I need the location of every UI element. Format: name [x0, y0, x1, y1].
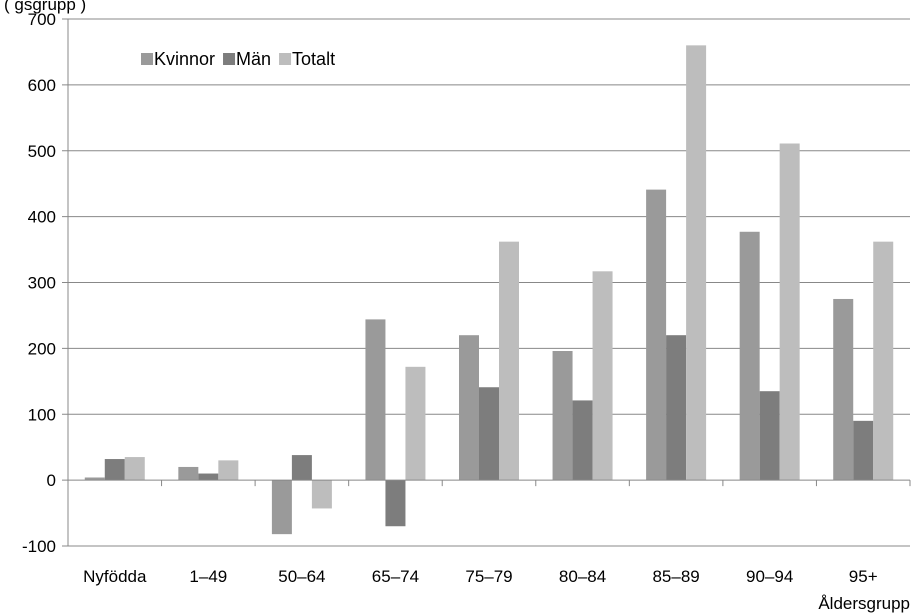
y-tick-label: -100 — [22, 537, 56, 556]
bar-män — [479, 387, 499, 481]
y-tick-label: 500 — [28, 142, 56, 161]
bar-kvinnor — [178, 466, 199, 481]
y-axis-tick-labels: -100 0 100 200 300 400 500 600 700 — [22, 10, 56, 556]
bar-totalt — [592, 271, 613, 481]
bar-totalt — [124, 457, 145, 481]
y-tick-label: 100 — [28, 405, 56, 424]
bar-män — [759, 391, 780, 481]
x-tick-label: 75–79 — [465, 567, 512, 586]
legend-swatch — [223, 53, 236, 65]
x-tick-label: 1–49 — [189, 567, 227, 586]
legend-swatch — [279, 53, 292, 65]
bar-totalt — [873, 241, 894, 481]
bar-totalt — [779, 143, 800, 481]
bar-män — [198, 473, 219, 481]
bar-kvinnor — [552, 351, 573, 481]
y-tick-label: 0 — [47, 471, 56, 490]
bar-kvinnor — [459, 335, 479, 481]
legend-swatch — [141, 53, 153, 65]
top-note: ( gsgrupp ) — [4, 0, 86, 14]
bar-män — [666, 335, 687, 481]
bar-män — [853, 420, 874, 481]
x-tick-label: 80–84 — [559, 567, 606, 586]
y-tick-label: 300 — [28, 274, 56, 293]
x-axis-tick-labels: Nyfödda 1–49 50–64 65–74 75–79 80–84 85–89 90–9… — [83, 567, 878, 586]
bar-totalt — [311, 480, 332, 509]
y-tick-label: 400 — [28, 208, 56, 227]
legend-label: Kvinnor — [154, 49, 215, 69]
bar-totalt — [405, 366, 426, 481]
legend-label: Män — [236, 49, 271, 69]
y-tick-label: 600 — [28, 76, 56, 95]
bar-totalt — [499, 241, 519, 481]
x-tick-label: 50–64 — [278, 567, 325, 586]
y-tick-label: 200 — [28, 339, 56, 358]
bar-kvinnor — [833, 298, 854, 481]
x-axis-title: Åldersgrupp — [818, 594, 910, 613]
bar-män — [385, 480, 406, 527]
legend-label: Totalt — [292, 49, 335, 69]
bar-kvinnor — [365, 319, 386, 481]
bar-kvinnor — [271, 480, 292, 535]
x-tick-label: Nyfödda — [83, 567, 147, 586]
axes — [67, 19, 911, 546]
bar-män — [104, 459, 125, 481]
bar-män — [572, 400, 593, 481]
bar-totalt — [686, 45, 707, 481]
bars — [84, 45, 894, 535]
x-tick-label: 90–94 — [746, 567, 793, 586]
bar-totalt — [218, 460, 239, 481]
bar-kvinnor — [646, 189, 667, 481]
x-tick-label: 85–89 — [652, 567, 699, 586]
x-tick-label: 65–74 — [372, 567, 419, 586]
bar-kvinnor — [739, 231, 760, 481]
x-tick-label: 95+ — [849, 567, 878, 586]
legend: Kvinnor Män Totalt — [141, 49, 335, 69]
bar-män — [291, 455, 312, 481]
bar-kvinnor — [84, 477, 105, 481]
y-tick-label: 700 — [28, 10, 56, 29]
